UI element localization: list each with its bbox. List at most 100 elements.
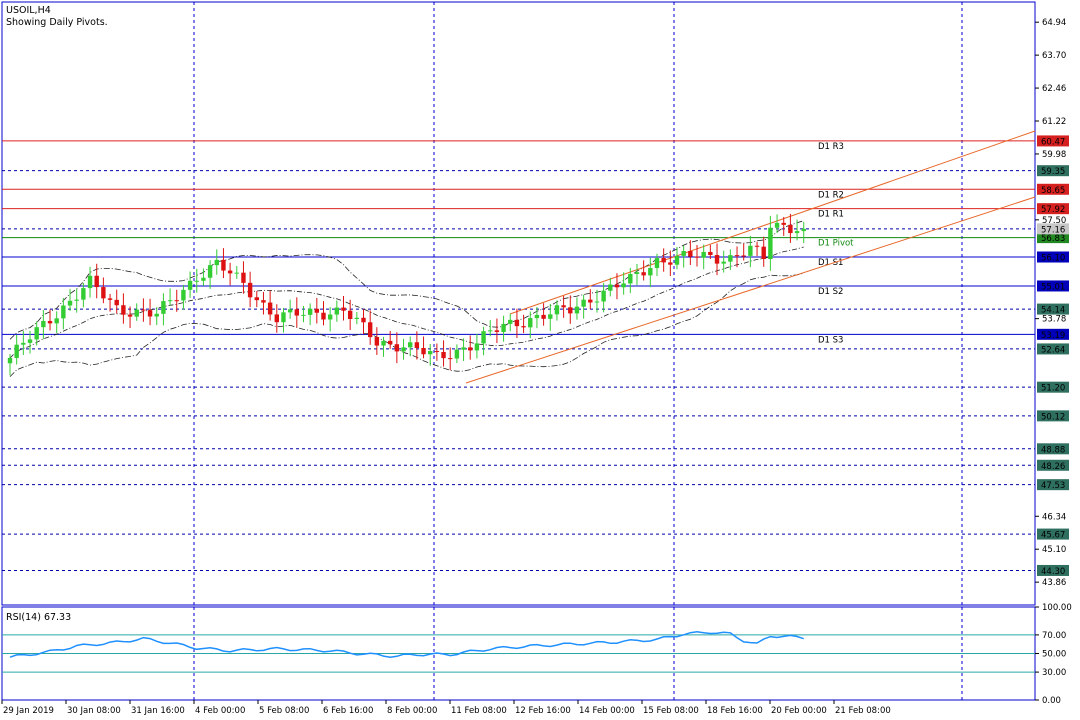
candle-body bbox=[421, 347, 426, 355]
candle-body bbox=[301, 314, 306, 316]
candle-body bbox=[488, 330, 493, 332]
candle-body bbox=[121, 305, 126, 315]
candle-body bbox=[321, 312, 326, 320]
candle-body bbox=[214, 259, 219, 266]
candle-body bbox=[788, 224, 793, 234]
pivot-price-tag-bg bbox=[1037, 203, 1069, 215]
candle-body bbox=[94, 275, 99, 288]
candle-body bbox=[14, 344, 19, 358]
middle-band bbox=[9, 246, 804, 359]
pivot-label: D1 R3 bbox=[818, 142, 844, 152]
pivot-price-tag: 55.01 bbox=[1041, 282, 1065, 292]
level-price-tag-bg bbox=[1037, 564, 1069, 576]
time-tick-label: 6 Feb 16:00 bbox=[323, 706, 373, 716]
time-tick-label: 5 Feb 08:00 bbox=[259, 706, 309, 716]
candle-body bbox=[801, 228, 806, 232]
candle-body bbox=[728, 255, 733, 262]
candle-body bbox=[381, 340, 386, 346]
candle-body bbox=[54, 318, 59, 324]
candle-body bbox=[367, 322, 373, 338]
level-price-tag: 45.67 bbox=[1041, 531, 1065, 541]
rsi-tick-label: 70.00 bbox=[1042, 631, 1066, 641]
pivot-label: D1 R1 bbox=[818, 210, 844, 220]
candle-body bbox=[154, 313, 159, 317]
level-price-tag: 51.20 bbox=[1041, 384, 1065, 394]
channel-upper-line bbox=[509, 130, 1036, 315]
rsi-tick-label: 30.00 bbox=[1042, 668, 1066, 678]
pivot-price-tag-bg bbox=[1037, 280, 1069, 292]
time-tick-label: 21 Feb 08:00 bbox=[835, 706, 891, 716]
candle-body bbox=[714, 254, 720, 264]
price-tick-label: 53.78 bbox=[1042, 315, 1066, 325]
candle-body bbox=[341, 307, 346, 311]
level-price-tag: 57.16 bbox=[1041, 225, 1065, 235]
rsi-tick-label: 0.00 bbox=[1042, 696, 1061, 706]
candle-body bbox=[227, 270, 233, 274]
pivot-price-tag: 53.19 bbox=[1041, 331, 1065, 341]
chart-subtitle: Showing Daily Pivots. bbox=[6, 17, 108, 28]
candle-body bbox=[534, 314, 540, 319]
candle-body bbox=[147, 310, 153, 317]
time-tick-label: 31 Jan 16:00 bbox=[131, 706, 185, 716]
candle-body bbox=[394, 344, 400, 352]
candle-body bbox=[628, 274, 633, 284]
candle-body bbox=[274, 314, 279, 323]
candle-body bbox=[34, 327, 39, 340]
candle-body bbox=[187, 280, 193, 290]
candle-body bbox=[47, 320, 53, 324]
pivot-lines: D1 R3 D1 R2 D1 R1 D1 Pivot D1 S1 D1 S2 D1 S3 bbox=[2, 140, 1035, 345]
candle-body bbox=[601, 290, 606, 302]
candle-body bbox=[688, 251, 693, 257]
time-tick-label: 14 Feb 00:00 bbox=[579, 706, 635, 716]
chart-symbol: USOIL,H4 bbox=[6, 5, 51, 16]
pivot-price-tag: 60.47 bbox=[1041, 137, 1065, 147]
candle-body bbox=[574, 306, 580, 314]
price-chart-frame[interactable] bbox=[1, 1, 1036, 606]
candle-body bbox=[201, 277, 206, 281]
candle-body bbox=[428, 351, 433, 355]
pivot-label: D1 S2 bbox=[818, 287, 843, 297]
pivot-price-tag-bg bbox=[1037, 232, 1069, 244]
candle-body bbox=[241, 272, 246, 283]
price-axis: 64.94 63.70 62.46 61.22 59.98 57.50 53.78 46.34… bbox=[1035, 18, 1066, 588]
candle-body bbox=[7, 357, 13, 364]
candle-body bbox=[548, 314, 553, 319]
candle-body bbox=[307, 308, 313, 315]
pivot-price-tag: 56.10 bbox=[1041, 254, 1065, 264]
candle-body bbox=[721, 261, 726, 264]
candle-body bbox=[181, 289, 186, 301]
candle-body bbox=[347, 310, 353, 319]
candle-body bbox=[234, 272, 239, 274]
candle-body bbox=[294, 309, 300, 316]
candle-body bbox=[74, 299, 79, 301]
level-price-tag-bg bbox=[1037, 381, 1069, 393]
candle-body bbox=[134, 309, 139, 317]
candle-body bbox=[754, 245, 760, 247]
price-tick-label: 46.34 bbox=[1042, 512, 1066, 522]
candle-body bbox=[461, 347, 466, 350]
candle-body bbox=[528, 318, 533, 328]
channel-lower-line bbox=[465, 196, 1036, 384]
price-tick-label: 63.70 bbox=[1042, 51, 1066, 61]
level-price-tag: 48.88 bbox=[1041, 445, 1065, 455]
candle-body bbox=[221, 259, 226, 271]
candle-body bbox=[674, 255, 680, 265]
candle-body bbox=[681, 251, 686, 256]
time-tick-label: 30 Jan 08:00 bbox=[67, 706, 121, 716]
candle-body bbox=[734, 255, 740, 257]
candle-body bbox=[334, 307, 340, 315]
rsi-tick-label: 50.00 bbox=[1042, 650, 1066, 660]
candle-body bbox=[387, 340, 393, 345]
candle-body bbox=[541, 314, 546, 319]
time-tick-label: 11 Feb 08:00 bbox=[451, 706, 507, 716]
time-tick-label: 12 Feb 16:00 bbox=[515, 706, 571, 716]
trend-channel[interactable] bbox=[465, 130, 1036, 384]
candle-body bbox=[614, 284, 620, 288]
level-price-tag: 50.12 bbox=[1041, 412, 1065, 422]
candle-body bbox=[741, 255, 746, 257]
candle-body bbox=[287, 309, 293, 313]
candle-body bbox=[508, 319, 513, 324]
candle-body bbox=[588, 299, 593, 303]
candle-body bbox=[521, 326, 526, 328]
